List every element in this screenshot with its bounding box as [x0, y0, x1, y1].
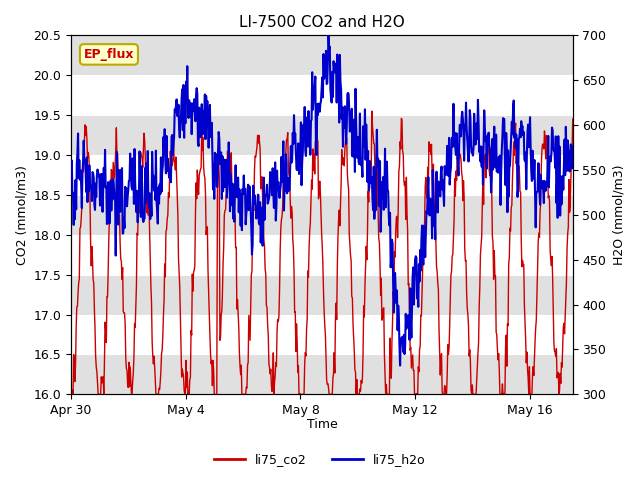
Bar — [71, 115, 573, 155]
X-axis label: Time: Time — [307, 419, 337, 432]
Bar — [71, 354, 573, 394]
Legend: li75_co2, li75_h2o: li75_co2, li75_h2o — [209, 448, 431, 471]
Bar — [71, 275, 573, 314]
Text: EP_flux: EP_flux — [84, 48, 134, 61]
Bar — [71, 195, 573, 235]
Y-axis label: H2O (mmol/m3): H2O (mmol/m3) — [612, 165, 625, 265]
Bar — [71, 36, 573, 75]
Title: LI-7500 CO2 and H2O: LI-7500 CO2 and H2O — [239, 15, 405, 30]
Y-axis label: CO2 (mmol/m3): CO2 (mmol/m3) — [15, 165, 28, 265]
